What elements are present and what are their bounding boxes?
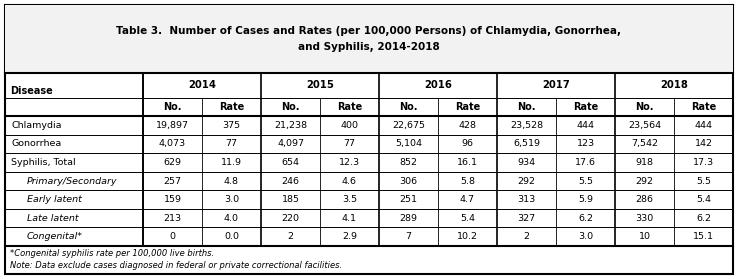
Text: 159: 159	[164, 195, 182, 204]
Text: 400: 400	[340, 121, 359, 130]
Text: 257: 257	[164, 177, 182, 186]
Text: 77: 77	[226, 139, 238, 148]
Text: 327: 327	[517, 214, 536, 223]
Text: 0: 0	[170, 232, 176, 241]
Text: 15.1: 15.1	[693, 232, 714, 241]
Text: 6.2: 6.2	[578, 214, 593, 223]
Text: 3.0: 3.0	[224, 195, 239, 204]
Text: Table 3.  Number of Cases and Rates (per 100,000 Persons) of Chlamydia, Gonorrhe: Table 3. Number of Cases and Rates (per …	[117, 26, 621, 36]
Text: 220: 220	[281, 214, 300, 223]
Text: Chlamydia: Chlamydia	[11, 121, 61, 130]
Text: No.: No.	[163, 102, 182, 112]
Text: 22,675: 22,675	[392, 121, 425, 130]
Bar	[5, 5, 733, 73]
Text: 313: 313	[517, 195, 536, 204]
Text: 292: 292	[635, 177, 654, 186]
Text: 7,542: 7,542	[631, 139, 658, 148]
Text: 292: 292	[517, 177, 536, 186]
Text: 23,528: 23,528	[510, 121, 543, 130]
Text: 6.2: 6.2	[696, 214, 711, 223]
Text: 7: 7	[405, 232, 412, 241]
Text: Note: Data exclude cases diagnosed in federal or private correctional facilities: Note: Data exclude cases diagnosed in fe…	[10, 261, 342, 271]
Text: 77: 77	[343, 139, 356, 148]
Text: Rate: Rate	[691, 102, 716, 112]
Text: 5.5: 5.5	[696, 177, 711, 186]
Text: 428: 428	[458, 121, 477, 130]
Text: 123: 123	[576, 139, 595, 148]
Text: 2014: 2014	[188, 81, 216, 90]
Text: 375: 375	[222, 121, 241, 130]
Text: 19,897: 19,897	[156, 121, 189, 130]
Text: Congenital*: Congenital*	[27, 232, 83, 241]
Text: Syphilis, Total: Syphilis, Total	[11, 158, 75, 167]
Text: 4.7: 4.7	[460, 195, 475, 204]
Text: 17.6: 17.6	[575, 158, 596, 167]
Text: 5.4: 5.4	[460, 214, 475, 223]
Text: 0.0: 0.0	[224, 232, 239, 241]
Text: 142: 142	[694, 139, 712, 148]
Text: 918: 918	[635, 158, 654, 167]
Text: 3.0: 3.0	[578, 232, 593, 241]
Text: Rate: Rate	[573, 102, 598, 112]
Text: 330: 330	[635, 214, 654, 223]
Text: 4.8: 4.8	[224, 177, 239, 186]
Text: 4.1: 4.1	[342, 214, 357, 223]
Text: 96: 96	[461, 139, 474, 148]
Text: Rate: Rate	[455, 102, 480, 112]
Text: No.: No.	[281, 102, 300, 112]
Text: 10.2: 10.2	[457, 232, 478, 241]
Text: *Congenital syphilis rate per 100,000 live births.: *Congenital syphilis rate per 100,000 li…	[10, 249, 214, 259]
Text: 286: 286	[635, 195, 654, 204]
Text: 654: 654	[281, 158, 300, 167]
Text: and Syphilis, 2014-2018: and Syphilis, 2014-2018	[298, 42, 440, 52]
Text: 289: 289	[399, 214, 418, 223]
Text: 17.3: 17.3	[693, 158, 714, 167]
Text: 213: 213	[163, 214, 182, 223]
Text: Primary/Secondary: Primary/Secondary	[27, 177, 117, 186]
Text: 5.5: 5.5	[578, 177, 593, 186]
Text: 16.1: 16.1	[457, 158, 478, 167]
Text: 11.9: 11.9	[221, 158, 242, 167]
Text: 5,104: 5,104	[395, 139, 422, 148]
Text: Rate: Rate	[219, 102, 244, 112]
Text: 444: 444	[576, 121, 595, 130]
Text: 4,073: 4,073	[159, 139, 186, 148]
Text: No.: No.	[635, 102, 654, 112]
Text: Early latent: Early latent	[27, 195, 82, 204]
Text: 852: 852	[399, 158, 418, 167]
Text: 246: 246	[281, 177, 300, 186]
Text: 5.9: 5.9	[578, 195, 593, 204]
Text: 444: 444	[694, 121, 712, 130]
Text: 2016: 2016	[424, 81, 452, 90]
Text: 2015: 2015	[306, 81, 334, 90]
Text: Late latent: Late latent	[27, 214, 79, 223]
Text: 629: 629	[164, 158, 182, 167]
Text: 3.5: 3.5	[342, 195, 357, 204]
Text: 2018: 2018	[660, 81, 688, 90]
Text: 21,238: 21,238	[274, 121, 307, 130]
Text: 4.0: 4.0	[224, 214, 239, 223]
Text: 12.3: 12.3	[339, 158, 360, 167]
Text: 306: 306	[399, 177, 418, 186]
Text: 185: 185	[281, 195, 300, 204]
Text: 4,097: 4,097	[277, 139, 304, 148]
Text: No.: No.	[517, 102, 536, 112]
Text: 934: 934	[517, 158, 536, 167]
Text: Rate: Rate	[337, 102, 362, 112]
Text: 10: 10	[638, 232, 650, 241]
Text: 4.6: 4.6	[342, 177, 357, 186]
Text: 251: 251	[399, 195, 418, 204]
Text: 23,564: 23,564	[628, 121, 661, 130]
Text: 2.9: 2.9	[342, 232, 357, 241]
Text: Gonorrhea: Gonorrhea	[11, 139, 61, 148]
Text: 6,519: 6,519	[513, 139, 540, 148]
Text: 2: 2	[523, 232, 529, 241]
Text: No.: No.	[399, 102, 418, 112]
Text: 5.8: 5.8	[460, 177, 475, 186]
Text: 5.4: 5.4	[696, 195, 711, 204]
Text: Disease: Disease	[10, 86, 52, 97]
Text: 2017: 2017	[542, 81, 570, 90]
Text: 2: 2	[288, 232, 294, 241]
